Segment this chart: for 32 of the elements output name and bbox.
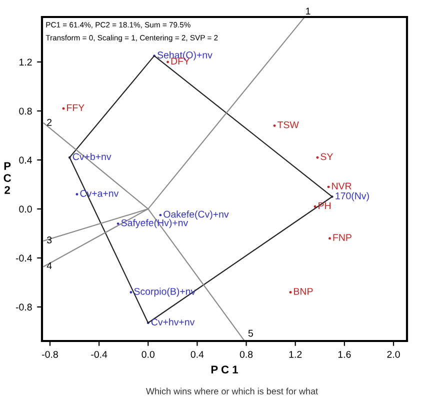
y-tick-label: 0.8	[19, 108, 32, 115]
annotation: TSW	[277, 121, 299, 128]
annotation: PH	[318, 202, 330, 210]
x-tick-label: 1.2	[289, 350, 302, 358]
x-tick-label: -0.8	[42, 350, 58, 358]
annotation: NVR	[332, 182, 352, 190]
annotation: SY	[320, 153, 333, 160]
y-tick-label: 0.0	[19, 206, 32, 213]
annotation: FFY	[67, 104, 84, 112]
y-axis-title: P C 2	[4, 162, 12, 194]
x-tick-label: 0.8	[240, 350, 253, 358]
y-tick-label: -0.4	[16, 254, 32, 262]
annotation: 2	[47, 118, 52, 126]
x-tick-label: -0.4	[91, 350, 108, 358]
x-axis-title: P C 1	[211, 366, 238, 374]
annotation: 1	[306, 8, 310, 14]
y-tick-label: 1.2	[20, 58, 32, 66]
annotation: Cv+hv+nv	[151, 318, 195, 326]
x-tick-label: 0.0	[142, 350, 155, 358]
y-tick-label: 0.4	[19, 156, 32, 164]
annotation: BNP	[294, 288, 313, 295]
text: Which wins where or which is best for what	[146, 388, 318, 394]
annotation: 3	[46, 236, 52, 244]
annotation: 170(Nv)	[336, 192, 369, 202]
annotation: 5	[248, 330, 253, 337]
annotation: 4	[46, 262, 52, 270]
x-tick-label: 2.0	[387, 350, 400, 358]
y-tick-label: -0.8	[16, 304, 32, 311]
x-tick-label: 0.4	[190, 350, 204, 358]
annotation: FNP	[333, 234, 352, 241]
x-tick-label: 1.6	[338, 350, 351, 358]
annotation: Oakefe(Cv)+nv	[164, 210, 229, 220]
